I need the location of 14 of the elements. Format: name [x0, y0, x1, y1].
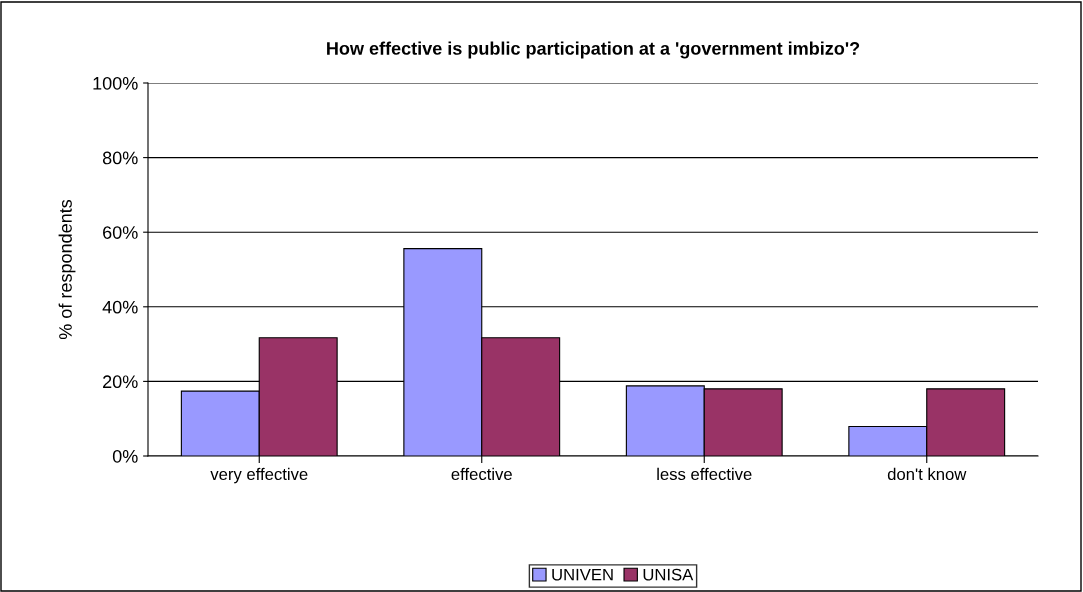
y-tick-label: 80%	[102, 151, 138, 165]
y-tick-label: 20%	[103, 375, 138, 389]
x-tick-label: don't know	[887, 467, 967, 481]
x-tick-label: very effective	[210, 467, 308, 484]
x-tick-label: effective	[451, 467, 512, 481]
y-axis-title: % of respondents	[58, 199, 76, 340]
y-tick-label: 0%	[112, 449, 138, 463]
y-tick-label: 60%	[103, 226, 138, 239]
x-tick-label: less effective	[657, 467, 752, 481]
legend-label: UNISA	[643, 568, 694, 581]
chart-title: How effective is public participation at a 'government imbizo'?	[327, 41, 860, 59]
y-tick-label: 40%	[102, 300, 138, 314]
y-tick-label: 100%	[93, 76, 138, 90]
legend-label: UNIVEN	[552, 568, 613, 581]
